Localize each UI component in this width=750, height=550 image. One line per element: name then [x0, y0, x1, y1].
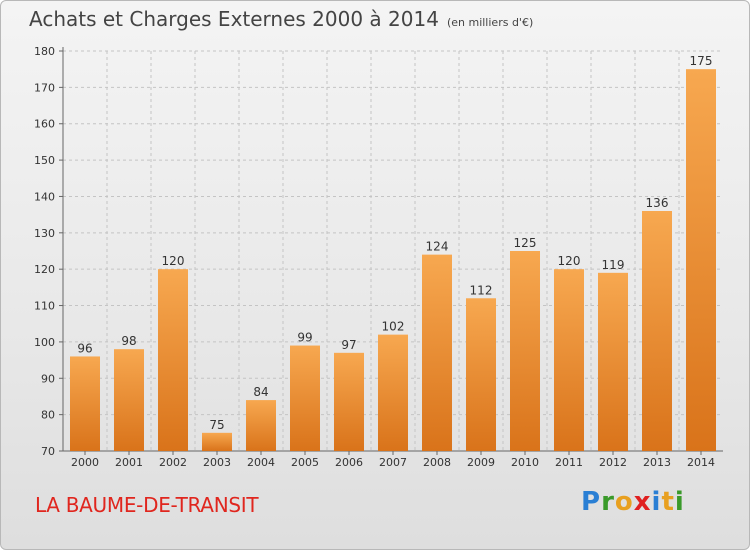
data-label: 75: [209, 418, 224, 432]
x-tick-label: 2012: [599, 456, 627, 469]
y-tick-label: 80: [41, 409, 55, 422]
bar: [598, 272, 628, 451]
chart-title: Achats et Charges Externes 2000 à 2014 (e…: [29, 7, 533, 31]
bar: [202, 432, 232, 451]
y-tick-label: 170: [34, 81, 55, 94]
bar: [466, 298, 496, 451]
data-label: 175: [690, 54, 713, 68]
x-tick-label: 2013: [643, 456, 671, 469]
bar: [70, 356, 100, 451]
data-labels: 96 98 120 75 84 99 97 102 124 112 125 120 119 136 175: [77, 54, 712, 432]
data-label: 136: [646, 196, 669, 210]
logo-letter: i: [674, 487, 685, 517]
axes: 70 80 90 100 110 120 130 140 150 160 170 180 2000 200…: [34, 45, 723, 469]
logo-letter: o: [614, 487, 634, 517]
bar: [246, 400, 276, 451]
bar: [114, 349, 144, 451]
data-label: 124: [426, 240, 449, 254]
data-label: 84: [253, 385, 268, 399]
x-tick-label: 2006: [335, 456, 363, 469]
logo-letter: x: [633, 487, 652, 517]
data-label: 112: [470, 283, 493, 297]
data-label: 119: [602, 258, 625, 272]
bar: [378, 334, 408, 451]
bar: [422, 254, 452, 451]
data-label: 102: [382, 320, 405, 334]
data-label: 99: [297, 331, 312, 345]
y-tick-label: 90: [41, 372, 55, 385]
data-label: 120: [558, 254, 581, 268]
x-tick-label: 2009: [467, 456, 495, 469]
y-tick-label: 100: [34, 336, 55, 349]
x-tick-label: 2003: [203, 456, 231, 469]
data-label: 96: [77, 341, 92, 355]
bar: [334, 352, 364, 451]
x-tick-label: 2005: [291, 456, 319, 469]
y-tick-label: 140: [34, 190, 55, 203]
y-tick-label: 120: [34, 263, 55, 276]
proxiti-logo: Proxiti: [581, 487, 685, 517]
x-tick-label: 2007: [379, 456, 407, 469]
logo-letter: r: [601, 487, 615, 517]
logo-letter: i: [651, 487, 662, 517]
bar: [554, 269, 584, 451]
data-label: 97: [341, 338, 356, 352]
x-tick-label: 2001: [115, 456, 143, 469]
chart-subtitle: (en milliers d'€): [446, 16, 534, 29]
x-tick-label: 2008: [423, 456, 451, 469]
y-tick-label: 110: [34, 300, 55, 313]
bar: [642, 211, 672, 451]
x-tick-label: 2010: [511, 456, 539, 469]
y-tick-label: 70: [41, 445, 55, 458]
logo-letter: t: [661, 487, 675, 517]
bars: [70, 69, 716, 451]
bar: [510, 251, 540, 451]
y-tick-label: 130: [34, 227, 55, 240]
y-tick-label: 150: [34, 154, 55, 167]
x-tick-label: 2014: [687, 456, 715, 469]
bar: [686, 69, 716, 451]
x-tick-label: 2000: [71, 456, 99, 469]
x-tick-label: 2004: [247, 456, 275, 469]
bar: [290, 345, 320, 451]
place-name: LA BAUME-DE-TRANSIT: [35, 493, 259, 517]
x-tick-label: 2011: [555, 456, 583, 469]
data-label: 120: [162, 254, 185, 268]
data-label: 125: [514, 236, 537, 250]
y-tick-label: 180: [34, 45, 55, 58]
data-label: 98: [121, 334, 136, 348]
bar: [158, 269, 188, 451]
x-tick-label: 2002: [159, 456, 187, 469]
logo-letter: P: [581, 487, 602, 517]
chart-title-text: Achats et Charges Externes 2000 à 2014: [29, 7, 439, 31]
y-tick-label: 160: [34, 118, 55, 131]
